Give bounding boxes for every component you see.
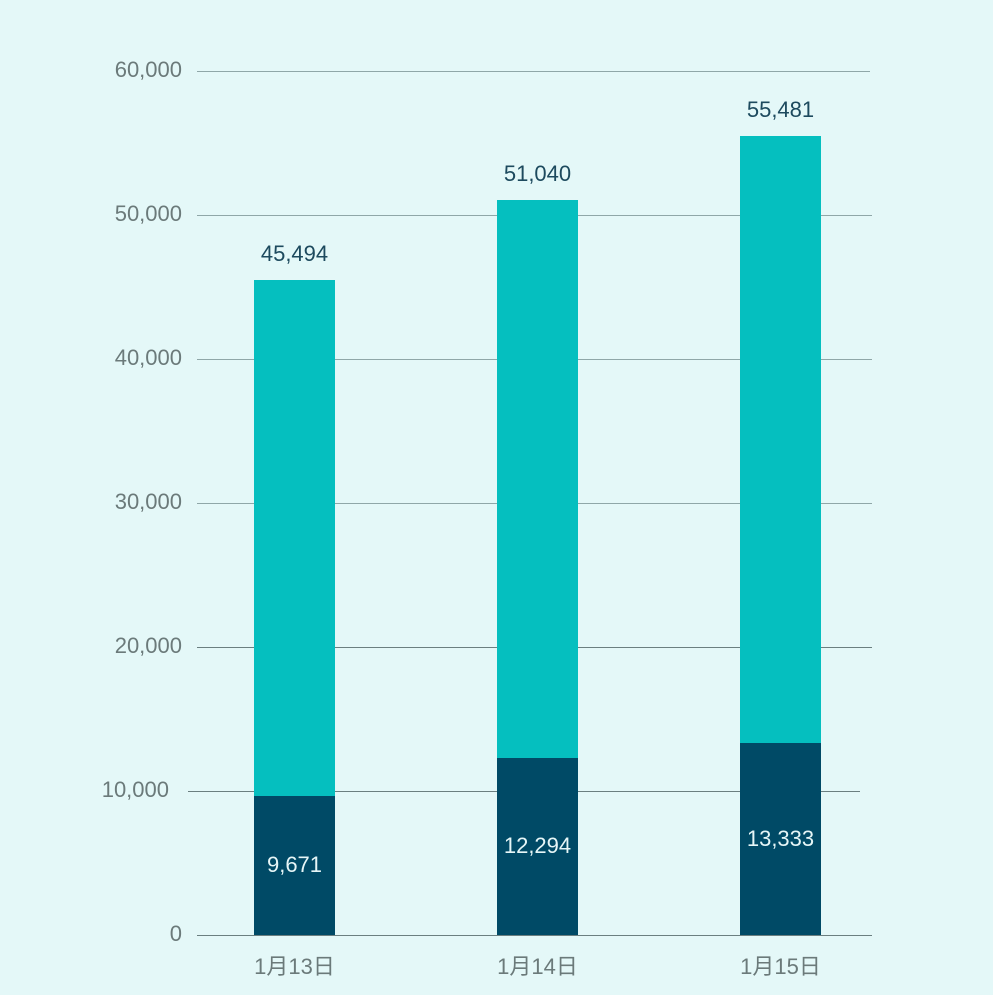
bar-lower-value-label: 9,671 [266,852,323,878]
x-axis-tick-label: 1月14日 [497,954,578,979]
x-axis-tick-label: 1月13日 [254,954,335,979]
y-axis-tick-label: 50,000 [114,201,182,226]
y-axis-tick-label: 10,000 [101,777,169,802]
bar-total-value-label: 55,481 [746,97,815,123]
bar-total-value-label: 45,494 [260,240,329,266]
y-axis-tick-label: 40,000 [114,345,182,370]
bar-segment-upper [740,136,821,743]
y-axis-tick-label: 60,000 [114,57,182,82]
gridline [197,71,870,72]
gridline [197,935,872,936]
bar-lower-value-label: 13,333 [746,826,815,851]
bar-segment-upper [254,279,335,796]
y-axis-tick-label: 30,000 [114,489,182,514]
x-axis-tick-label: 1月15日 [740,954,821,979]
bar-segment-lower [497,757,578,935]
bar-segment-lower [740,743,821,935]
bar-total-value-label: 51,040 [503,161,572,187]
y-axis-tick-label: 20,000 [114,633,182,658]
bar-segment-lower [254,795,335,935]
bar-segment-upper [497,200,578,758]
y-axis-tick-label: 0 [169,921,182,946]
bar-lower-value-label: 12,294 [503,833,572,859]
